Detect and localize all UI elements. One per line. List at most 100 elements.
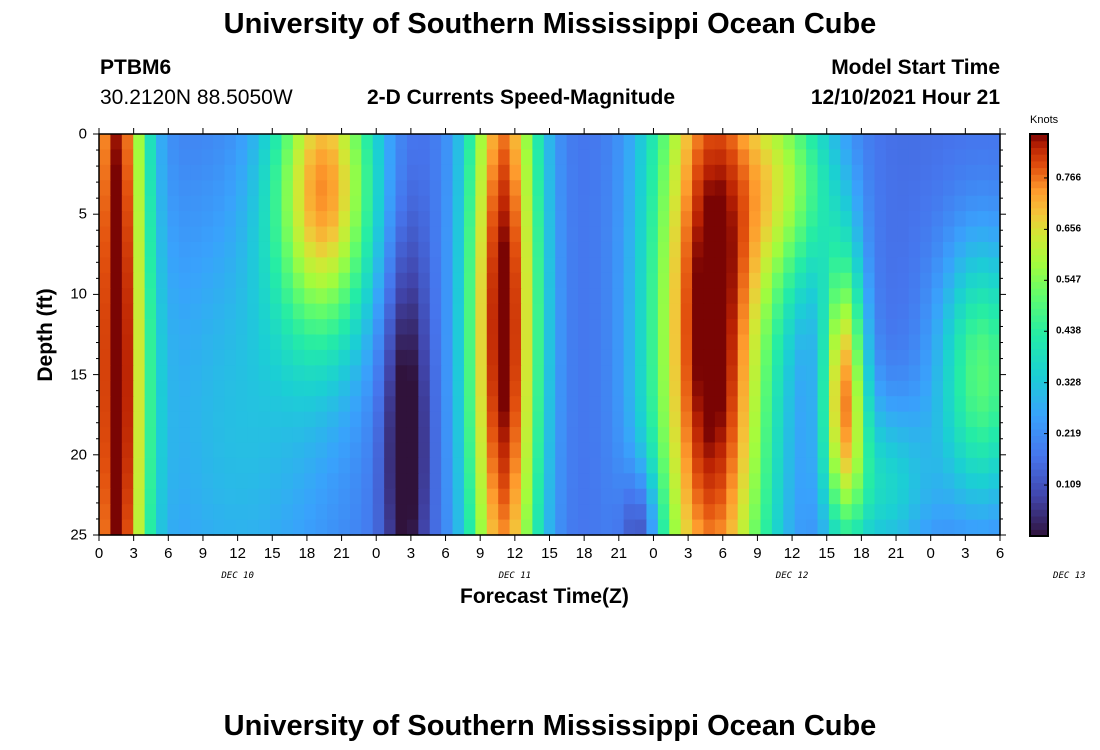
heatmap-cell [897,149,910,166]
heatmap-cell [635,457,648,474]
heatmap-cell [885,473,898,490]
heatmap-cell [99,504,112,521]
heatmap-cell [623,241,636,258]
heatmap-cell [714,334,727,351]
heatmap-cell [726,442,739,459]
heatmap-cell [133,427,146,444]
heatmap-cell [840,319,853,336]
heatmap-cell [954,473,967,490]
heatmap-cell [942,288,955,305]
heatmap-cell [99,303,112,320]
heatmap-cell [304,488,317,505]
heatmap-cell [167,272,180,289]
heatmap-cell [942,349,955,366]
heatmap-cell [817,164,830,181]
heatmap-cell [726,241,739,258]
heatmap-cell [349,411,362,428]
heatmap-cell [452,164,465,181]
heatmap-cell [498,334,511,351]
heatmap-cell [783,149,796,166]
heatmap-cell [760,504,773,521]
colorbar-segment [1030,140,1048,148]
heatmap-cell [771,427,784,444]
heatmap-cell [475,365,488,382]
heatmap-cell [726,180,739,197]
heatmap-cell [703,457,716,474]
heatmap-cell [692,334,705,351]
heatmap-cell [133,149,146,166]
heatmap-cell [167,288,180,305]
heatmap-cell [121,257,134,274]
heatmap-cell [988,396,1001,413]
heatmap-cell [110,319,123,336]
heatmap-cell [543,442,556,459]
heatmap-cell [406,442,419,459]
heatmap-cell [441,380,454,397]
heatmap-cell [452,319,465,336]
heatmap-cell [315,288,328,305]
heatmap-cell [931,396,944,413]
heatmap-cell [794,303,807,320]
heatmap-cell [874,257,887,274]
heatmap-cell [566,134,579,151]
heatmap-cell [281,319,294,336]
heatmap-cell [817,396,830,413]
heatmap-cell [623,442,636,459]
heatmap-cell [703,380,716,397]
x-tick-label: 3 [406,545,416,562]
heatmap-cell [828,226,841,243]
heatmap-cell [315,257,328,274]
heatmap-cell [931,195,944,212]
heatmap-cell [954,149,967,166]
heatmap-cell [942,195,955,212]
heatmap-cell [361,473,374,490]
heatmap-cell [327,457,340,474]
heatmap-cell [178,442,191,459]
heatmap-cell [418,488,431,505]
heatmap-cell [270,272,283,289]
heatmap-cell [315,349,328,366]
heatmap-cell [646,195,659,212]
heatmap-cell [144,365,157,382]
heatmap-cell [327,488,340,505]
heatmap-cell [133,319,146,336]
heatmap-cell [315,380,328,397]
heatmap-cell [543,396,556,413]
heatmap-cell [669,134,682,151]
heatmap-cell [156,504,169,521]
heatmap-cell [623,288,636,305]
heatmap-cell [692,241,705,258]
heatmap-cell [110,411,123,428]
heatmap-cell [714,164,727,181]
x-tick-label: 12 [783,545,801,562]
heatmap-cell [920,442,933,459]
heatmap-cell [372,195,385,212]
heatmap-cell [156,226,169,243]
heatmap-cell [589,303,602,320]
heatmap-cell [669,288,682,305]
heatmap-cell [395,149,408,166]
heatmap-cell [486,134,499,151]
heatmap-cell [566,164,579,181]
heatmap-cell [258,519,271,536]
heatmap-cell [851,257,864,274]
heatmap-cell [349,473,362,490]
heatmap-cell [121,396,134,413]
heatmap-cell [247,211,260,228]
heatmap-cell [806,349,819,366]
heatmap-cell [418,226,431,243]
heatmap-cell [703,427,716,444]
heatmap-cell [304,504,317,521]
heatmap-cell [361,396,374,413]
heatmap-cell [623,519,636,536]
heatmap-cell [954,195,967,212]
heatmap-cell [760,272,773,289]
heatmap-cell [635,226,648,243]
heatmap-cell [441,488,454,505]
colorbar-segment [1030,469,1048,477]
heatmap-cell [156,365,169,382]
heatmap-cell [555,442,568,459]
heatmap-cell [612,134,625,151]
heatmap-cell [99,257,112,274]
heatmap-cell [304,442,317,459]
